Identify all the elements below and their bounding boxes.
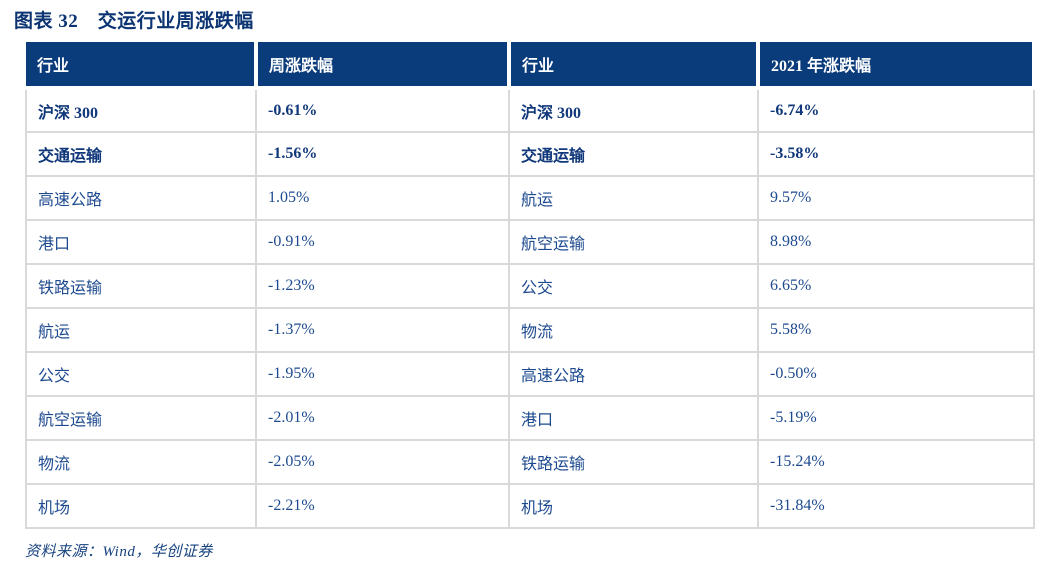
table-row: 航空运输 -2.01% 港口 -5.19% (25, 395, 1035, 441)
cell-industry-weekly: 物流 (25, 439, 257, 485)
cell-yearly-change: -15.24% (757, 439, 1035, 485)
cell-yearly-change: 6.65% (757, 263, 1035, 309)
cell-industry-yearly: 沪深 300 (508, 87, 759, 133)
cell-weekly-change: -2.05% (255, 439, 510, 485)
cell-yearly-change: 9.57% (757, 175, 1035, 221)
table-row: 公交 -1.95% 高速公路 -0.50% (25, 351, 1035, 397)
cell-industry-weekly: 港口 (25, 219, 257, 265)
table-row: 机场 -2.21% 机场 -31.84% (25, 483, 1035, 529)
cell-industry-yearly: 公交 (508, 263, 759, 309)
cell-industry-weekly: 机场 (25, 483, 257, 529)
cell-industry-yearly: 航运 (508, 175, 759, 221)
cell-weekly-change: -1.37% (255, 307, 510, 353)
col-header-weekly-change: 周涨跌幅 (256, 42, 511, 90)
cell-industry-yearly: 物流 (508, 307, 759, 353)
cell-weekly-change: -0.91% (255, 219, 510, 265)
cell-industry-yearly: 港口 (508, 395, 759, 441)
table-row: 高速公路 1.05% 航运 9.57% (25, 175, 1035, 221)
cell-weekly-change: -2.01% (255, 395, 510, 441)
table-row: 铁路运输 -1.23% 公交 6.65% (25, 263, 1035, 309)
cell-weekly-change: -1.23% (255, 263, 510, 309)
cell-industry-weekly: 航空运输 (25, 395, 257, 441)
cell-yearly-change: 8.98% (757, 219, 1035, 265)
cell-industry-yearly: 航空运输 (508, 219, 759, 265)
cell-yearly-change: -3.58% (757, 131, 1035, 177)
industry-change-table: 行业 周涨跌幅 行业 2021 年涨跌幅 沪深 300 -0.61% 沪深 30… (25, 42, 1036, 529)
cell-industry-weekly: 沪深 300 (25, 87, 257, 133)
source-note: 资料来源：Wind，华创证券 (25, 544, 213, 560)
table-header-row: 行业 周涨跌幅 行业 2021 年涨跌幅 (26, 42, 1036, 90)
cell-yearly-change: -6.74% (757, 87, 1035, 133)
cell-weekly-change: -2.21% (255, 483, 510, 529)
cell-weekly-change: -0.61% (255, 87, 510, 133)
cell-industry-weekly: 高速公路 (25, 175, 257, 221)
cell-weekly-change: -1.56% (255, 131, 510, 177)
cell-weekly-change: 1.05% (255, 175, 510, 221)
table-row: 港口 -0.91% 航空运输 8.98% (25, 219, 1035, 265)
col-header-industry-yearly: 行业 (509, 42, 760, 90)
cell-industry-yearly: 机场 (508, 483, 759, 529)
cell-industry-weekly: 公交 (25, 351, 257, 397)
cell-yearly-change: -0.50% (757, 351, 1035, 397)
cell-yearly-change: -5.19% (757, 395, 1035, 441)
cell-yearly-change: 5.58% (757, 307, 1035, 353)
table-row: 沪深 300 -0.61% 沪深 300 -6.74% (25, 87, 1035, 133)
col-header-yearly-change: 2021 年涨跌幅 (758, 42, 1036, 90)
figure-title: 图表 32 交运行业周涨跌幅 (14, 11, 254, 32)
cell-industry-weekly: 铁路运输 (25, 263, 257, 309)
cell-industry-yearly: 交通运输 (508, 131, 759, 177)
table-row: 交通运输 -1.56% 交通运输 -3.58% (25, 131, 1035, 177)
col-header-industry-weekly: 行业 (26, 42, 258, 90)
cell-industry-weekly: 交通运输 (25, 131, 257, 177)
cell-yearly-change: -31.84% (757, 483, 1035, 529)
cell-industry-yearly: 高速公路 (508, 351, 759, 397)
table-row: 航运 -1.37% 物流 5.58% (25, 307, 1035, 353)
cell-industry-weekly: 航运 (25, 307, 257, 353)
cell-industry-yearly: 铁路运输 (508, 439, 759, 485)
cell-weekly-change: -1.95% (255, 351, 510, 397)
table-row: 物流 -2.05% 铁路运输 -15.24% (25, 439, 1035, 485)
